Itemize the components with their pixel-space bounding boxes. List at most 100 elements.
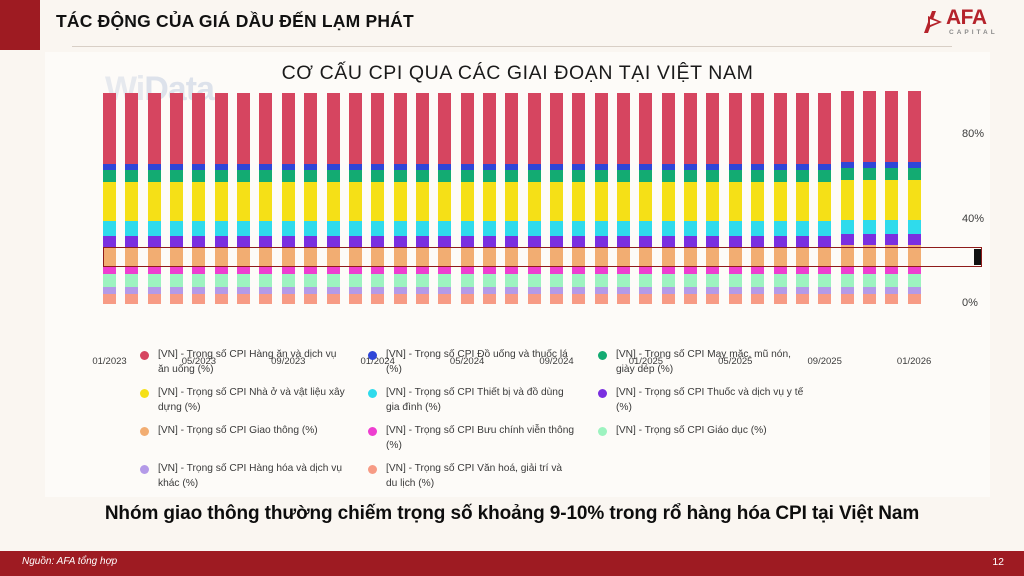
- bar-segment[interactable]: [393, 93, 407, 164]
- bar-segment[interactable]: [572, 221, 586, 236]
- bar-segment[interactable]: [907, 267, 921, 274]
- bar-segment[interactable]: [304, 93, 318, 164]
- bar-segment[interactable]: [527, 267, 541, 274]
- bar-segment[interactable]: [818, 169, 832, 182]
- bar-segment[interactable]: [773, 294, 787, 304]
- bar-segment[interactable]: [840, 219, 854, 234]
- bar-segment[interactable]: [103, 246, 116, 268]
- bar-segment[interactable]: [393, 169, 407, 182]
- bar-segment[interactable]: [438, 267, 452, 274]
- bar-segment[interactable]: [728, 286, 742, 295]
- bar-segment[interactable]: [751, 267, 765, 274]
- bar-segment[interactable]: [326, 246, 340, 268]
- bar-segment[interactable]: [728, 267, 742, 274]
- bar-segment[interactable]: [818, 273, 832, 287]
- bar-segment[interactable]: [572, 294, 586, 304]
- bar-segment[interactable]: [862, 267, 876, 274]
- bar-segment[interactable]: [438, 286, 452, 295]
- bar-segment[interactable]: [795, 246, 809, 268]
- bar-segment[interactable]: [371, 246, 385, 268]
- bar-segment[interactable]: [147, 246, 161, 268]
- bar-segment[interactable]: [617, 93, 631, 164]
- bar-segment[interactable]: [125, 163, 139, 170]
- bar-segment[interactable]: [550, 93, 563, 164]
- bar-segment[interactable]: [326, 235, 340, 247]
- bar-segment[interactable]: [885, 245, 899, 268]
- bar-segment[interactable]: [751, 246, 765, 268]
- bar-segment[interactable]: [259, 163, 273, 170]
- bar-segment[interactable]: [214, 246, 228, 268]
- bar-segment[interactable]: [304, 221, 318, 236]
- bar-segment[interactable]: [103, 273, 116, 287]
- bar-segment[interactable]: [840, 91, 854, 163]
- bar-segment[interactable]: [795, 273, 809, 287]
- bar-segment[interactable]: [304, 181, 318, 222]
- bar-segment[interactable]: [594, 221, 608, 236]
- bar-segment[interactable]: [907, 273, 921, 287]
- legend-item[interactable]: [VN] - Trọng số CPI Giáo dục (%): [598, 424, 806, 439]
- bar-segment[interactable]: [326, 267, 340, 274]
- bar-segment[interactable]: [594, 163, 608, 170]
- bar-segment[interactable]: [550, 235, 563, 247]
- bar-segment[interactable]: [125, 267, 139, 274]
- bar-segment[interactable]: [304, 235, 318, 247]
- bar-segment[interactable]: [661, 286, 675, 295]
- bar-segment[interactable]: [639, 246, 653, 268]
- bar-segment[interactable]: [147, 267, 161, 274]
- bar-segment[interactable]: [237, 169, 251, 182]
- bar-segment[interactable]: [125, 221, 139, 236]
- bar-segment[interactable]: [639, 169, 653, 182]
- bar-segment[interactable]: [795, 221, 809, 236]
- bar-segment[interactable]: [885, 233, 899, 246]
- bar-segment[interactable]: [818, 235, 832, 247]
- bar-segment[interactable]: [214, 221, 228, 236]
- bar-segment[interactable]: [482, 286, 496, 295]
- bar-segment[interactable]: [281, 181, 295, 222]
- bar-segment[interactable]: [840, 286, 854, 295]
- bar-segment[interactable]: [415, 221, 429, 236]
- bar-segment[interactable]: [214, 294, 228, 304]
- bar-segment[interactable]: [192, 163, 206, 170]
- bar-segment[interactable]: [170, 235, 184, 247]
- bar-segment[interactable]: [438, 181, 452, 222]
- bar-segment[interactable]: [505, 93, 519, 164]
- bar-segment[interactable]: [550, 267, 563, 274]
- bar-segment[interactable]: [907, 245, 921, 268]
- bar-segment[interactable]: [393, 235, 407, 247]
- bar-segment[interactable]: [617, 181, 631, 222]
- bar-segment[interactable]: [505, 221, 519, 236]
- bar-segment[interactable]: [482, 181, 496, 222]
- bar-segment[interactable]: [684, 246, 698, 268]
- bar-segment[interactable]: [527, 169, 541, 182]
- bar-segment[interactable]: [706, 163, 720, 170]
- bar-segment[interactable]: [237, 246, 251, 268]
- bar-segment[interactable]: [259, 221, 273, 236]
- bar-segment[interactable]: [482, 221, 496, 236]
- bar-segment[interactable]: [371, 267, 385, 274]
- bar-segment[interactable]: [438, 294, 452, 304]
- bar-segment[interactable]: [348, 267, 362, 274]
- bar-segment[interactable]: [527, 246, 541, 268]
- bar-segment[interactable]: [840, 245, 854, 268]
- bar-segment[interactable]: [505, 163, 519, 170]
- bar-segment[interactable]: [594, 181, 608, 222]
- bar-segment[interactable]: [639, 163, 653, 170]
- bar-segment[interactable]: [415, 267, 429, 274]
- bar-segment[interactable]: [281, 93, 295, 164]
- bar-segment[interactable]: [125, 235, 139, 247]
- bar-segment[interactable]: [885, 294, 899, 304]
- bar-segment[interactable]: [214, 286, 228, 295]
- bar-segment[interactable]: [728, 169, 742, 182]
- bar-segment[interactable]: [639, 286, 653, 295]
- bar-segment[interactable]: [214, 235, 228, 247]
- bar-segment[interactable]: [617, 221, 631, 236]
- bar-segment[interactable]: [460, 163, 474, 170]
- bar-segment[interactable]: [214, 93, 228, 164]
- bar-segment[interactable]: [728, 221, 742, 236]
- bar-segment[interactable]: [438, 169, 452, 182]
- bar-segment[interactable]: [348, 235, 362, 247]
- bar-segment[interactable]: [684, 221, 698, 236]
- bar-segment[interactable]: [505, 246, 519, 268]
- bar-segment[interactable]: [706, 235, 720, 247]
- bar-segment[interactable]: [393, 181, 407, 222]
